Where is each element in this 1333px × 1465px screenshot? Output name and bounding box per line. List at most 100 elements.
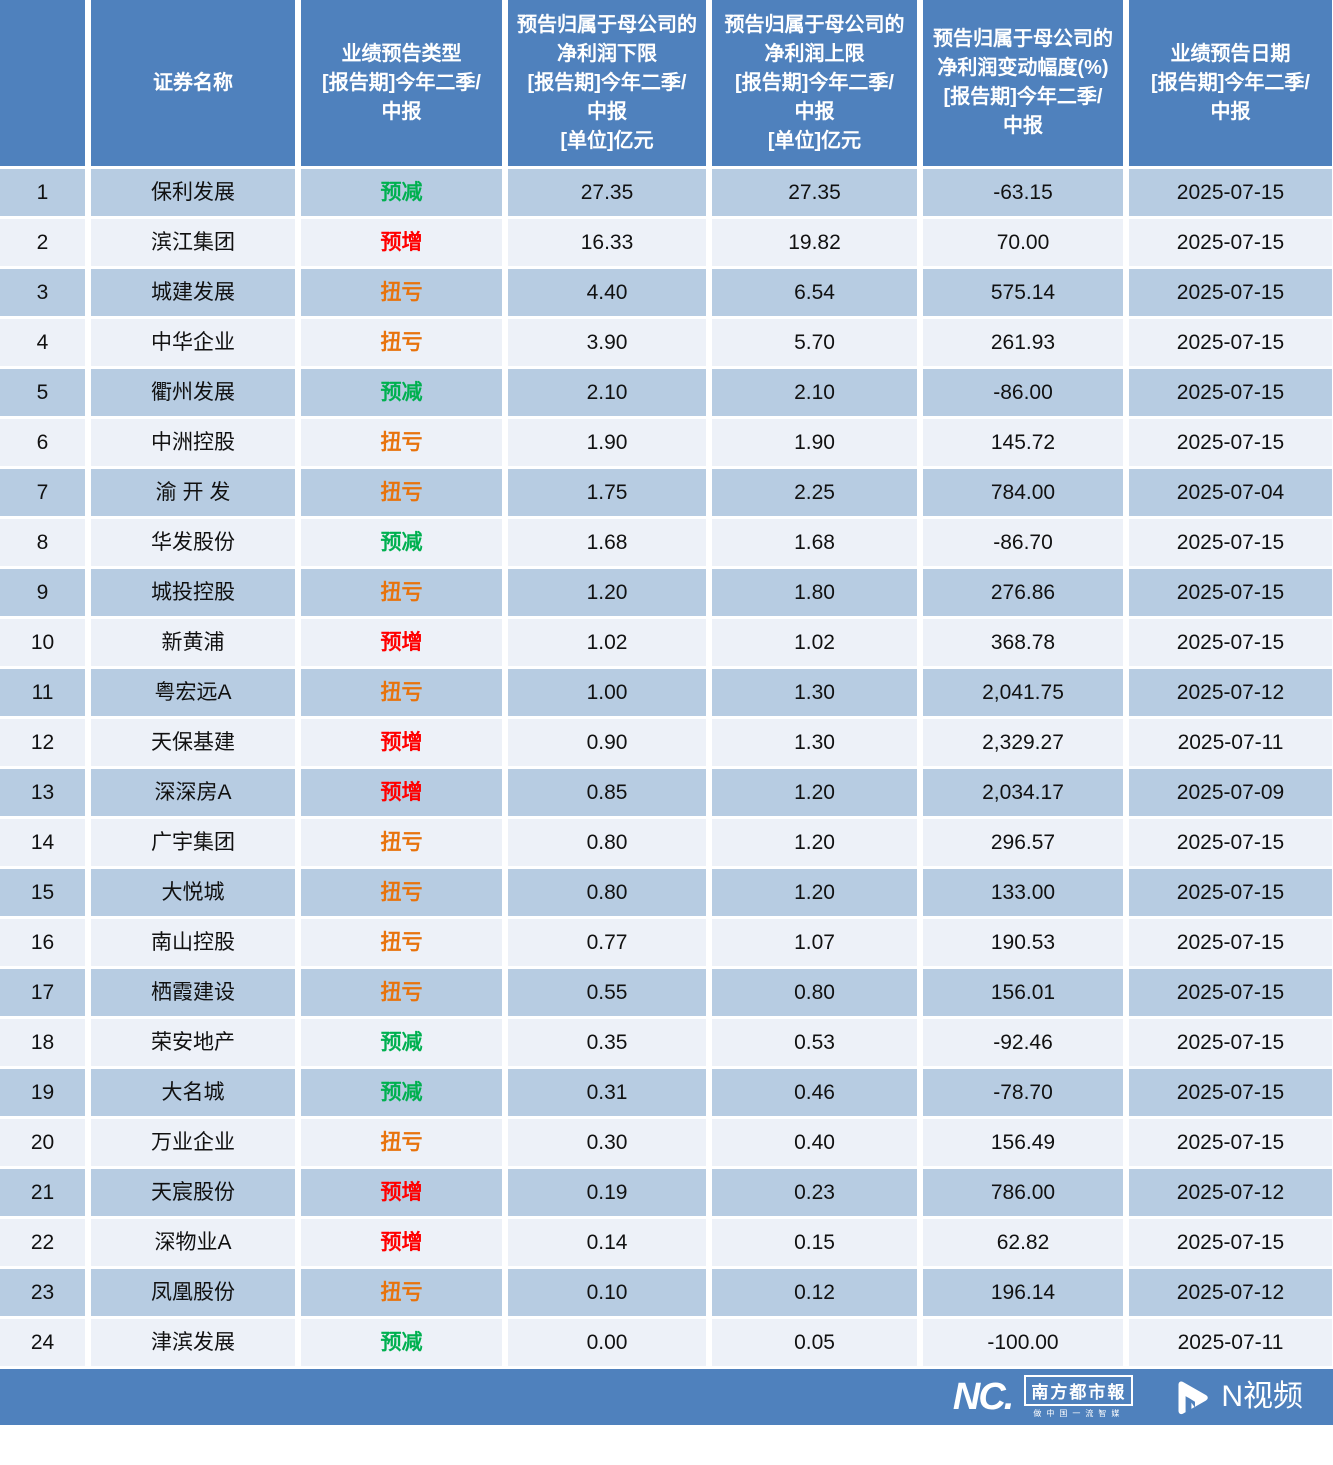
forecast-date-cell: 2025-07-15 [1129,169,1332,216]
security-name-cell: 中华企业 [91,319,295,366]
forecast-date-cell: 2025-07-12 [1129,1269,1332,1316]
forecast-date-cell: 2025-07-15 [1129,969,1332,1016]
row-index-cell: 13 [0,769,85,816]
profit-lower-cell: 0.31 [508,1069,706,1116]
row-index-cell: 16 [0,919,85,966]
forecast-date-cell: 2025-07-11 [1129,719,1332,766]
forecast-date-cell: 2025-07-15 [1129,619,1332,666]
forecast-date-cell: 2025-07-12 [1129,1169,1332,1216]
nvideo-label: N视频 [1221,1380,1303,1413]
forecast-date-cell: 2025-07-15 [1129,869,1332,916]
change-pct-cell: 190.53 [923,919,1123,966]
security-name-cell: 衢州发展 [91,369,295,416]
forecast-type-cell: 预减 [301,519,502,566]
nandu-paper-tagline: 做中国一流智媒 [1033,1409,1125,1418]
profit-upper-cell: 2.25 [712,469,917,516]
forecast-type-cell: 预减 [301,1019,502,1066]
row-index-cell: 17 [0,969,85,1016]
row-index-cell: 11 [0,669,85,716]
change-pct-cell: 133.00 [923,869,1123,916]
forecast-type-cell: 预减 [301,1069,502,1116]
profit-upper-cell: 1.30 [712,719,917,766]
profit-lower-cell: 3.90 [508,319,706,366]
col-header-profit-lower: 预告归属于母公司的 净利润下限 [报告期]今年二季/ 中报 [单位]亿元 [508,0,706,166]
forecast-date-cell: 2025-07-09 [1129,769,1332,816]
security-name-cell: 城建发展 [91,269,295,316]
forecast-date-cell: 2025-07-15 [1129,1119,1332,1166]
profit-upper-cell: 5.70 [712,319,917,366]
col-header-security-name: 证券名称 [91,0,295,166]
row-index-cell: 23 [0,1269,85,1316]
profit-upper-cell: 1.20 [712,869,917,916]
security-name-cell: 渝 开 发 [91,469,295,516]
security-name-cell: 深物业A [91,1219,295,1266]
forecast-type-cell: 扭亏 [301,419,502,466]
profit-lower-cell: 27.35 [508,169,706,216]
change-pct-cell: -92.46 [923,1019,1123,1066]
forecast-type-cell: 扭亏 [301,1269,502,1316]
profit-lower-cell: 1.20 [508,569,706,616]
forecast-type-cell: 预减 [301,369,502,416]
profit-lower-cell: 0.90 [508,719,706,766]
change-pct-cell: 784.00 [923,469,1123,516]
security-name-cell: 天保基建 [91,719,295,766]
security-name-cell: 中洲控股 [91,419,295,466]
forecast-type-cell: 扭亏 [301,569,502,616]
row-index-cell: 6 [0,419,85,466]
row-index-cell: 4 [0,319,85,366]
profit-upper-cell: 1.20 [712,769,917,816]
forecast-type-cell: 扭亏 [301,869,502,916]
nandu-paper-name: 南方都市報 [1024,1375,1134,1406]
profit-upper-cell: 1.20 [712,819,917,866]
change-pct-cell: 62.82 [923,1219,1123,1266]
profit-lower-cell: 0.80 [508,819,706,866]
forecast-date-cell: 2025-07-04 [1129,469,1332,516]
row-index-cell: 2 [0,219,85,266]
row-index-cell: 8 [0,519,85,566]
security-name-cell: 粤宏远A [91,669,295,716]
row-index-cell: 24 [0,1319,85,1366]
profit-lower-cell: 1.02 [508,619,706,666]
forecast-type-cell: 预减 [301,169,502,216]
row-index-cell: 20 [0,1119,85,1166]
profit-lower-cell: 0.19 [508,1169,706,1216]
security-name-cell: 南山控股 [91,919,295,966]
security-name-cell: 城投控股 [91,569,295,616]
profit-upper-cell: 0.15 [712,1219,917,1266]
forecast-date-cell: 2025-07-15 [1129,319,1332,366]
change-pct-cell: 575.14 [923,269,1123,316]
col-header-forecast-type: 业绩预告类型 [报告期]今年二季/ 中报 [301,0,502,166]
profit-lower-cell: 16.33 [508,219,706,266]
change-pct-cell: 156.01 [923,969,1123,1016]
profit-lower-cell: 0.14 [508,1219,706,1266]
forecast-type-cell: 扭亏 [301,319,502,366]
forecast-type-cell: 扭亏 [301,919,502,966]
row-index-cell: 3 [0,269,85,316]
profit-lower-cell: 0.80 [508,869,706,916]
forecast-type-cell: 预增 [301,719,502,766]
profit-lower-cell: 1.00 [508,669,706,716]
change-pct-cell: -86.70 [923,519,1123,566]
security-name-cell: 深深房A [91,769,295,816]
forecast-date-cell: 2025-07-15 [1129,1019,1332,1066]
security-name-cell: 保利发展 [91,169,295,216]
forecast-date-cell: 2025-07-15 [1129,269,1332,316]
change-pct-cell: -63.15 [923,169,1123,216]
nandu-logo: NC. 南方都市報 做中国一流智媒 [953,1375,1134,1419]
forecast-date-cell: 2025-07-15 [1129,1069,1332,1116]
security-name-cell: 天宸股份 [91,1169,295,1216]
profit-upper-cell: 27.35 [712,169,917,216]
profit-upper-cell: 6.54 [712,269,917,316]
row-index-cell: 5 [0,369,85,416]
profit-lower-cell: 0.00 [508,1319,706,1366]
security-name-cell: 广宇集团 [91,819,295,866]
forecast-type-cell: 扭亏 [301,1119,502,1166]
forecast-type-cell: 预增 [301,1169,502,1216]
forecast-type-cell: 预增 [301,1219,502,1266]
forecast-date-cell: 2025-07-12 [1129,669,1332,716]
profit-upper-cell: 1.30 [712,669,917,716]
row-index-cell: 1 [0,169,85,216]
change-pct-cell: 786.00 [923,1169,1123,1216]
forecast-date-cell: 2025-07-11 [1129,1319,1332,1366]
security-name-cell: 栖霞建设 [91,969,295,1016]
